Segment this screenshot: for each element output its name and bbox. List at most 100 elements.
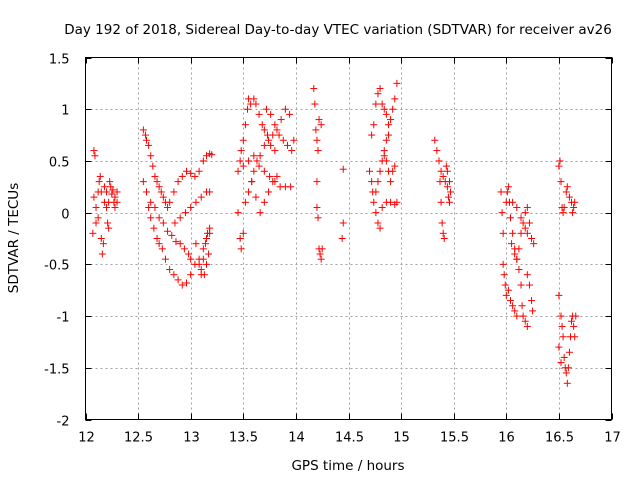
data-point — [313, 136, 321, 144]
data-point — [256, 152, 264, 160]
data-point — [147, 214, 155, 222]
data-point — [439, 229, 447, 237]
data-point — [205, 250, 213, 258]
data-point — [393, 79, 401, 87]
x-tick-label: 14 — [288, 431, 305, 446]
data-point — [239, 136, 247, 144]
data-point — [372, 100, 380, 108]
data-point — [271, 121, 279, 129]
data-point — [155, 214, 163, 222]
data-point — [513, 255, 521, 263]
data-point — [255, 162, 263, 170]
data-point — [288, 147, 296, 155]
data-point — [108, 190, 116, 198]
data-point — [283, 141, 291, 149]
data-point — [147, 152, 155, 160]
data-point — [139, 178, 147, 186]
data-point — [90, 193, 98, 201]
data-point — [366, 167, 374, 175]
data-point — [393, 198, 401, 206]
data-point — [529, 307, 537, 315]
data-point — [498, 209, 506, 217]
data-point — [570, 322, 578, 330]
data-point — [519, 219, 527, 227]
data-point — [260, 167, 268, 175]
data-point — [174, 276, 182, 284]
data-point — [523, 229, 531, 237]
data-point — [187, 203, 195, 211]
y-tick-label: -0.5 — [44, 259, 69, 274]
data-point — [145, 141, 153, 149]
data-point — [170, 188, 178, 196]
data-point — [382, 110, 390, 118]
data-point — [199, 255, 207, 263]
data-point — [275, 131, 283, 139]
data-point — [255, 110, 263, 118]
data-point — [374, 90, 382, 98]
data-point — [389, 105, 397, 113]
data-point — [96, 172, 104, 180]
data-point — [151, 203, 159, 211]
data-point — [374, 219, 382, 227]
data-point — [314, 147, 322, 155]
data-point — [143, 136, 151, 144]
data-point — [387, 178, 395, 186]
y-tick-label: -1.5 — [44, 363, 69, 378]
data-point — [445, 198, 453, 206]
data-point — [149, 162, 157, 170]
data-point — [372, 209, 380, 217]
data-point — [147, 198, 155, 206]
data-point — [159, 193, 167, 201]
data-point — [502, 291, 510, 299]
y-tick-label: 1.5 — [49, 53, 70, 68]
data-point — [250, 167, 258, 175]
data-point — [182, 167, 190, 175]
grid-lines — [85, 57, 612, 420]
x-tick-label: 17 — [604, 431, 621, 446]
data-point — [181, 209, 189, 217]
data-point — [503, 188, 511, 196]
data-point — [176, 214, 184, 222]
data-point — [106, 178, 114, 186]
data-point — [511, 250, 519, 258]
data-point — [525, 281, 533, 289]
data-point — [443, 183, 451, 191]
data-point — [202, 260, 210, 268]
data-point — [555, 291, 563, 299]
data-point — [237, 245, 245, 253]
data-point — [267, 110, 275, 118]
data-point — [523, 203, 531, 211]
data-point — [447, 188, 455, 196]
data-points — [89, 79, 580, 387]
data-point — [95, 178, 103, 186]
data-point — [250, 95, 258, 103]
data-point — [279, 136, 287, 144]
data-point — [206, 188, 214, 196]
x-tick-label: 15 — [393, 431, 410, 446]
data-point — [236, 235, 244, 242]
data-point — [260, 141, 268, 149]
data-point — [260, 198, 268, 206]
data-point — [206, 224, 214, 232]
data-point — [518, 302, 526, 310]
data-point — [236, 157, 244, 165]
data-point — [253, 157, 261, 165]
data-point — [145, 203, 153, 211]
data-point — [252, 100, 260, 108]
data-point — [338, 235, 346, 242]
data-point — [256, 209, 264, 217]
data-point — [374, 178, 382, 186]
data-point — [174, 178, 182, 186]
data-point — [368, 131, 376, 139]
data-point — [571, 333, 579, 341]
data-point — [159, 219, 167, 227]
data-point — [103, 188, 111, 196]
data-point — [519, 312, 527, 320]
data-point — [557, 359, 565, 367]
data-point — [176, 240, 184, 248]
data-point — [504, 286, 512, 294]
data-point — [311, 100, 319, 108]
data-point — [199, 245, 207, 253]
x-tick-labels: 12 12.5 13 13.5 14 14.5 15 15.5 16 16.5 17 — [78, 431, 621, 446]
x-tick-label: 16 — [498, 431, 515, 446]
